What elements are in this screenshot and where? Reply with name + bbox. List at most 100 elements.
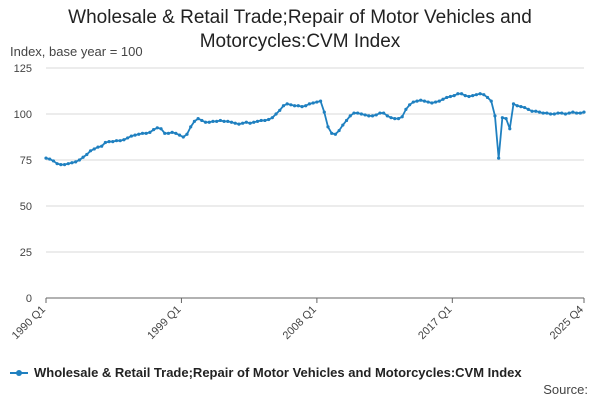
x-tick-label: 1990 Q1	[10, 304, 48, 342]
data-point	[133, 133, 137, 137]
data-point	[241, 121, 245, 125]
data-point	[248, 121, 252, 125]
data-point	[374, 113, 378, 117]
data-point	[400, 115, 404, 119]
x-tick-label: 2025 Q4	[548, 304, 586, 342]
data-point	[207, 120, 211, 124]
data-point	[48, 157, 52, 161]
data-point	[203, 120, 208, 124]
data-point	[267, 117, 271, 122]
data-point	[563, 112, 568, 116]
data-point	[100, 144, 104, 148]
data-point	[523, 105, 527, 110]
data-point	[155, 126, 159, 130]
legend-label: Wholesale & Retail Trade;Repair of Motor…	[34, 365, 522, 380]
data-point	[552, 112, 556, 116]
data-point	[311, 101, 315, 105]
y-tick-label: 50	[20, 201, 32, 213]
data-point	[493, 114, 497, 118]
data-point	[55, 162, 59, 166]
data-point	[330, 131, 334, 135]
data-point	[51, 159, 56, 163]
data-point	[385, 114, 389, 118]
data-point	[567, 111, 571, 115]
x-axis: 1990 Q1 1999 Q1 2008 Q1 2017 Q1 2025 Q4	[10, 297, 586, 342]
data-point	[485, 95, 490, 100]
data-point	[433, 100, 438, 104]
data-point	[537, 110, 542, 114]
data-point	[419, 98, 423, 102]
y-tick-label: 125	[14, 63, 32, 75]
data-point	[356, 111, 360, 115]
data-point	[259, 118, 263, 123]
data-point	[103, 140, 107, 145]
data-point	[244, 120, 248, 124]
data-point	[422, 99, 427, 103]
data-point	[504, 117, 508, 121]
data-point	[393, 117, 397, 121]
data-point	[59, 163, 63, 167]
data-point	[177, 133, 182, 137]
data-point	[255, 119, 260, 123]
data-point	[129, 134, 133, 138]
data-point	[189, 125, 193, 129]
data-point	[281, 104, 286, 108]
data-point	[66, 162, 70, 166]
data-point	[452, 94, 456, 98]
data-point	[200, 118, 204, 123]
data-point	[96, 145, 100, 149]
data-point	[137, 132, 141, 136]
data-point	[515, 104, 519, 108]
data-point	[415, 99, 419, 103]
data-point	[556, 111, 560, 115]
data-point	[474, 93, 478, 97]
data-point	[289, 103, 293, 107]
data-point	[560, 111, 564, 115]
data-point	[333, 132, 338, 136]
data-point	[430, 101, 434, 105]
data-point	[122, 138, 126, 142]
data-point	[144, 131, 148, 135]
data-point	[174, 131, 178, 135]
data-point	[118, 139, 122, 143]
data-point	[300, 105, 304, 109]
data-point	[74, 160, 78, 164]
data-point	[344, 118, 349, 123]
data-point	[270, 116, 274, 120]
data-point	[159, 127, 163, 131]
data-point	[318, 99, 323, 103]
y-tick-label: 100	[14, 109, 32, 121]
data-point	[456, 92, 460, 96]
data-point	[519, 105, 523, 109]
data-point	[571, 110, 575, 114]
x-tick-label: 2017 Q1	[416, 304, 454, 342]
data-point	[252, 120, 256, 124]
data-point	[92, 147, 96, 151]
data-point	[445, 95, 449, 100]
data-point	[263, 118, 267, 123]
data-point	[378, 111, 382, 115]
data-point	[441, 97, 445, 101]
chart-title: Wholesale & Retail Trade;Repair of Motor…	[68, 7, 532, 52]
series-group	[44, 92, 586, 167]
data-point	[322, 110, 326, 114]
data-point	[88, 149, 93, 153]
source-label: Source:	[543, 382, 588, 397]
data-point	[107, 140, 111, 144]
series-line	[45, 92, 585, 166]
data-point	[578, 111, 582, 115]
data-point	[185, 132, 189, 136]
data-point	[341, 123, 345, 127]
data-point	[111, 140, 115, 144]
data-point	[81, 155, 85, 159]
data-point	[448, 94, 453, 99]
data-point	[500, 116, 504, 120]
data-point	[170, 130, 174, 134]
data-point	[62, 163, 67, 167]
data-point	[363, 113, 367, 117]
data-point	[437, 99, 441, 103]
data-point	[152, 128, 156, 132]
data-point	[285, 102, 289, 106]
gridlines	[46, 67, 584, 253]
